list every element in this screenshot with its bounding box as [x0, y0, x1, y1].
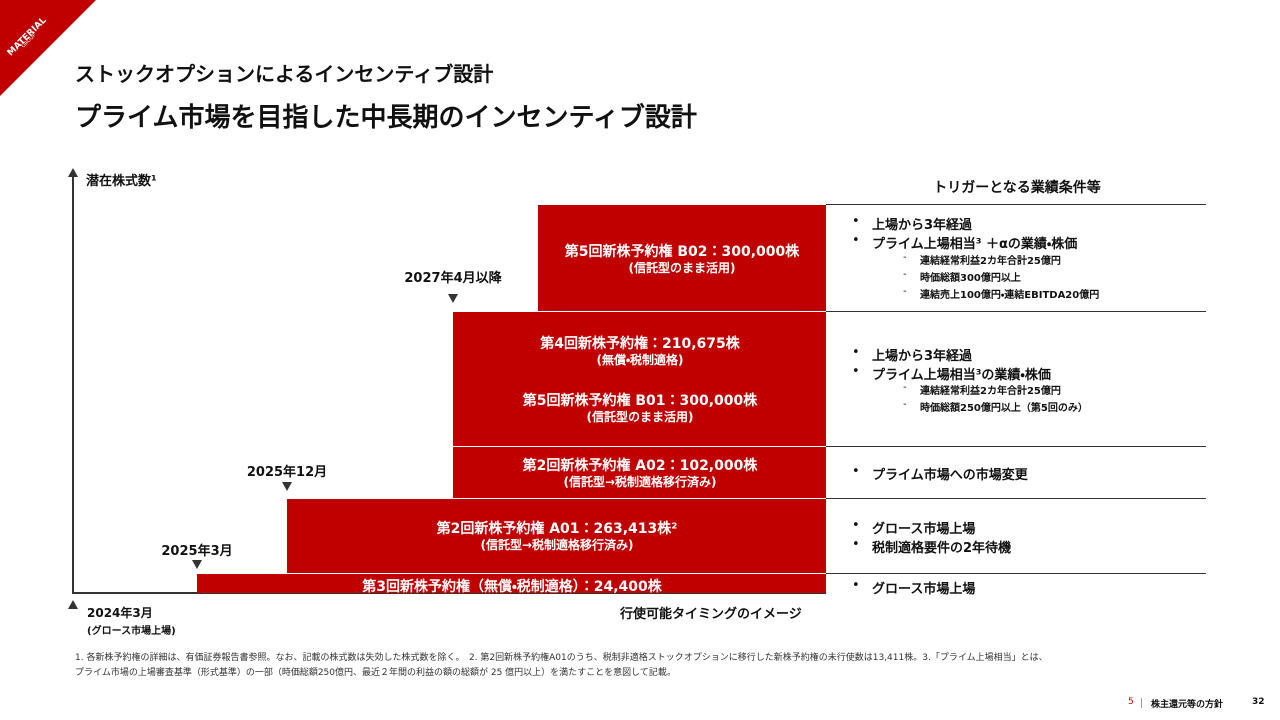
block-main: 第2回新株予約権 A01：263,413株² [436, 521, 678, 537]
sub-dash: - [903, 399, 907, 410]
footer-sep [1141, 698, 1142, 708]
block [538, 204, 826, 311]
condition: グロース市場上場 [872, 522, 976, 537]
sub-dash: - [903, 252, 907, 263]
footer-section-no: 5 [1128, 697, 1134, 707]
block-note: (無償・税制適格) [596, 353, 684, 367]
bullet-dot: • [852, 214, 860, 229]
title: ストックオプションによるインセンティブ設計 [75, 62, 494, 86]
separator [826, 573, 1206, 574]
block [287, 498, 826, 573]
sub-dash: - [903, 269, 907, 280]
sub-condition: 連結経常利益2カ年合計25億円 [920, 386, 1061, 397]
conditions-title: トリガーとなる業績条件等 [933, 180, 1101, 196]
subtitle: プライム市場を目指した中長期のインセンティブ設計 [75, 103, 697, 133]
milestone-marker [282, 482, 292, 491]
block-main: 第2回新株予約権 A02：102,000株 [522, 458, 758, 474]
separator [826, 204, 1206, 205]
condition: 上場から3年経過 [872, 218, 973, 233]
bullet-dot: • [852, 537, 860, 552]
sub-dash: - [903, 286, 907, 297]
bullet-dot: • [852, 364, 860, 379]
origin-marker [68, 600, 78, 609]
x-label: 行使可能タイミングのイメージ [620, 607, 802, 622]
condition: プライム市場への市場変更 [872, 468, 1028, 483]
y-axis [72, 176, 74, 594]
footnote: プライム市場の上場審査基準（形式基準）の一部（時価総額250億円、最近２年間の利… [75, 668, 676, 678]
condition: 税制適格要件の2年待機 [872, 541, 1012, 556]
y-label: 潜在株式数¹ [86, 174, 157, 189]
sub-condition: 時価総額300億円以上 [920, 273, 1021, 284]
block-note: (信託型のまま活用) [628, 261, 736, 275]
block-note: (信託型のまま活用) [586, 410, 694, 424]
y-arrow [68, 168, 78, 177]
separator [826, 311, 1206, 312]
footnote: 1. 各新株予約権の詳細は、有価証券報告書参照。なお、記載の株式数は失効した株式… [75, 653, 1048, 663]
condition: プライム上場相当³の業績・株価 [872, 368, 1051, 383]
sub-condition: 連結売上100億円・連結EBITDA20億円 [920, 290, 1100, 301]
sub-condition: 連結経常利益2カ年合計25億円 [920, 256, 1061, 267]
footer-page: 32 [1252, 697, 1265, 707]
block-main: 第3回新株予約権（無償・税制適格）：24,400株 [362, 579, 662, 595]
condition: プライム上場相当³ ＋αの業績・株価 [872, 237, 1078, 252]
bullet-dot: • [852, 464, 860, 479]
origin-note: (グロース市場上場) [87, 626, 176, 637]
condition: 上場から3年経過 [872, 349, 973, 364]
condition: グロース市場上場 [872, 582, 976, 597]
block-main: 第4回新株予約権：210,675株 [540, 336, 740, 352]
origin-date: 2024年3月 [87, 606, 153, 620]
milestone-label: 2025年12月 [246, 465, 328, 480]
separator [826, 446, 1206, 447]
block-note: (信託型→税制適格移行済み) [563, 475, 717, 489]
separator [826, 498, 1206, 499]
bullet-dot: • [852, 233, 860, 248]
bullet-dot: • [852, 518, 860, 533]
sub-dash: - [903, 382, 907, 393]
milestone-label: 2027年4月以降 [404, 271, 502, 286]
block-main: 第5回新株予約権 B02：300,000株 [564, 244, 800, 260]
x-axis [72, 592, 826, 594]
block [197, 573, 826, 593]
block [453, 446, 826, 498]
footer-section: 株主還元等の方針 [1151, 700, 1224, 710]
bullet-dot: • [852, 578, 860, 593]
milestone-marker [192, 560, 202, 569]
milestone-marker [448, 294, 458, 303]
block-note: (信託型→税制適格移行済み) [480, 538, 634, 552]
block [453, 311, 826, 446]
sub-condition: 時価総額250億円以上（第5回のみ） [920, 403, 1088, 414]
bullet-dot: • [852, 345, 860, 360]
milestone-label: 2025年3月 [161, 544, 233, 559]
block-main: 第5回新株予約権 B01：300,000株 [522, 393, 758, 409]
